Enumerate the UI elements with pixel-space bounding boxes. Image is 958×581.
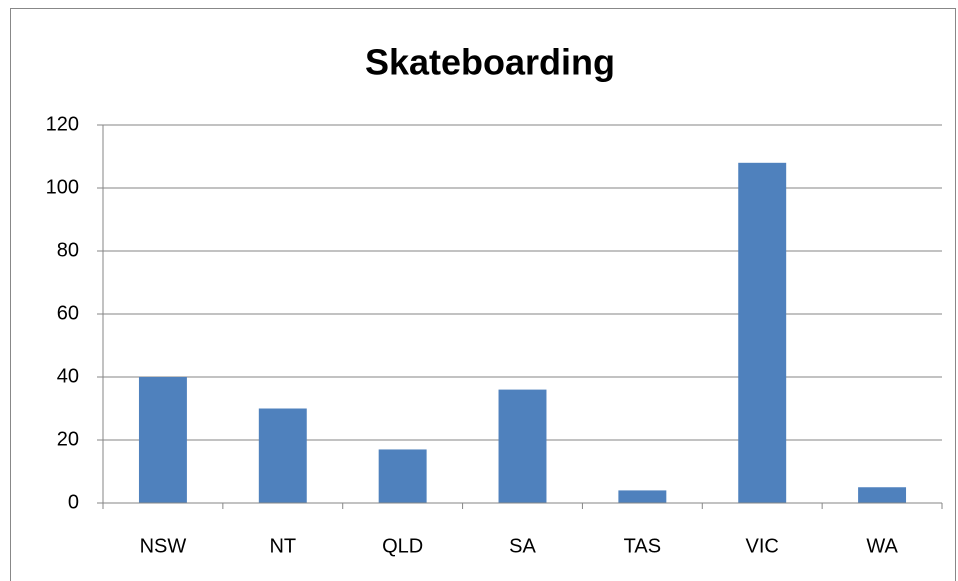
bar <box>738 162 787 504</box>
y-tick-label: 80 <box>57 239 79 261</box>
y-tick-label: 120 <box>46 113 79 135</box>
chart-title: Skateboarding <box>365 42 615 83</box>
y-tick-label: 0 <box>68 491 79 513</box>
x-tick-label: NT <box>269 535 296 557</box>
bar <box>138 377 187 503</box>
y-tick-label: 40 <box>57 365 79 387</box>
x-tick-label: VIC <box>746 535 779 557</box>
y-tick-label: 100 <box>46 176 79 198</box>
y-tick-label: 60 <box>57 302 79 324</box>
bar <box>258 408 307 503</box>
bar <box>498 389 547 503</box>
x-tick-label: WA <box>866 535 898 557</box>
bar <box>618 490 667 503</box>
bar <box>378 449 427 503</box>
x-tick-label: TAS <box>624 535 661 557</box>
bar <box>858 487 907 503</box>
y-tick-label: 20 <box>57 428 79 450</box>
x-tick-label: SA <box>509 535 536 557</box>
x-tick-label: QLD <box>382 535 423 557</box>
x-tick-label: NSW <box>140 535 187 557</box>
